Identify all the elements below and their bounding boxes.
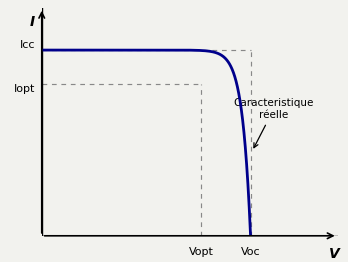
Text: Caracteristique
réelle: Caracteristique réelle xyxy=(234,98,314,148)
Text: Iopt: Iopt xyxy=(14,84,35,94)
Text: Vopt: Vopt xyxy=(189,247,214,257)
Text: I: I xyxy=(29,15,34,29)
Text: Voc: Voc xyxy=(241,247,260,257)
Text: Icc: Icc xyxy=(20,40,35,50)
Text: V: V xyxy=(329,247,340,261)
